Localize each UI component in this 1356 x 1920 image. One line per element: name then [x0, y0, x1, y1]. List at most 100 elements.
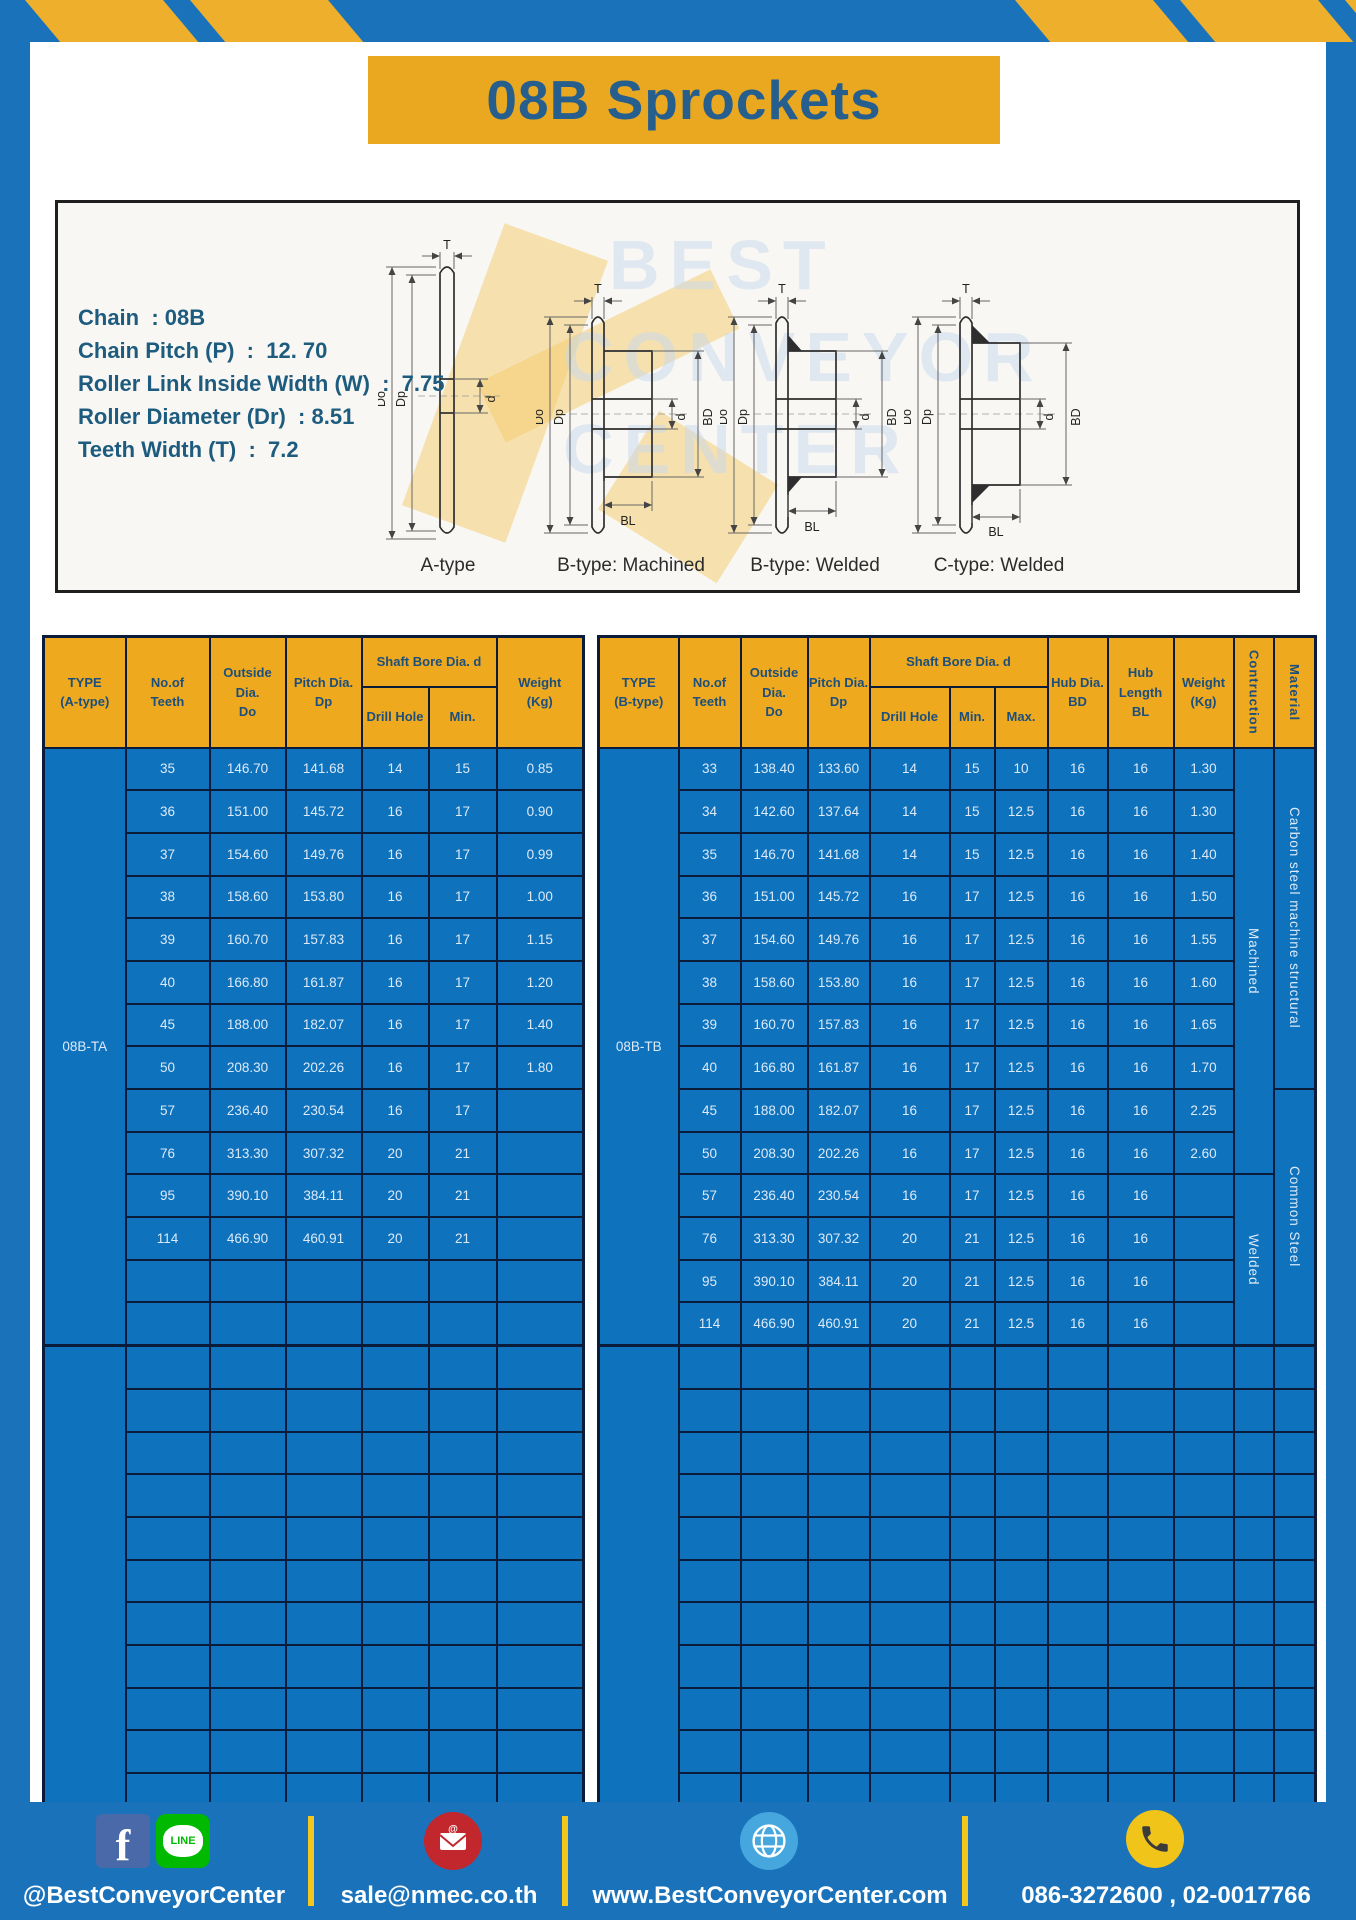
data-cell: 17 — [427, 789, 498, 834]
dim-label-d: d — [858, 413, 872, 420]
data-cell — [284, 1558, 363, 1604]
data-cell: 12.5 — [993, 831, 1049, 877]
data-cell: 114 — [124, 1216, 211, 1261]
data-cell: 16 — [1046, 917, 1109, 962]
data-cell: 236.40 — [739, 1173, 809, 1219]
data-cell — [495, 1643, 585, 1689]
data-cell — [495, 1173, 585, 1219]
data-cell: 158.60 — [739, 959, 809, 1005]
header-teeth: No.of Teeth — [124, 635, 211, 749]
data-cell — [1272, 1601, 1317, 1646]
data-cell: 16 — [360, 789, 430, 834]
data-cell — [360, 1686, 430, 1732]
data-cell: 95 — [677, 1258, 742, 1304]
data-cell: 160.70 — [739, 1002, 809, 1048]
table-row: 95 390.10 384.11 20 21 — [44, 1173, 585, 1219]
data-cell — [677, 1601, 742, 1646]
footer-phone-numbers[interactable]: 086-3272600 , 02-0017766 — [1021, 1882, 1311, 1909]
header-max: Max. — [993, 685, 1049, 749]
data-cell — [739, 1515, 809, 1561]
data-cell: 1.50 — [1172, 874, 1235, 920]
caption-b-type-welded: B-type: Welded — [750, 555, 880, 576]
data-cell — [739, 1729, 809, 1774]
data-cell: 12.5 — [993, 1258, 1049, 1304]
data-cell — [124, 1473, 211, 1518]
data-cell — [1232, 1473, 1275, 1518]
footer-website[interactable]: www.BestConveyorCenter.com — [592, 1882, 948, 1909]
data-cell — [284, 1258, 363, 1304]
data-cell — [868, 1430, 951, 1476]
data-cell: 133.60 — [806, 746, 871, 792]
data-cell — [948, 1344, 996, 1390]
mail-icon[interactable]: @ — [424, 1812, 482, 1870]
data-cell: 182.07 — [806, 1088, 871, 1133]
data-cell — [806, 1686, 871, 1732]
data-cell: 16 — [360, 874, 430, 920]
footer-divider — [308, 1816, 314, 1906]
table-b-body: 08B-TB 33 138.40 133.60 14 15 10 16 16 1.30 Machin… — [597, 746, 1317, 1818]
dim-label-dp: Dp — [920, 409, 934, 425]
data-cell — [993, 1729, 1049, 1774]
header-weight: Weight (Kg) — [1172, 635, 1235, 749]
data-cell: 14 — [868, 831, 951, 877]
data-cell — [427, 1258, 498, 1304]
data-cell: 17 — [427, 1045, 498, 1090]
data-cell — [124, 1729, 211, 1774]
footer-social-handle[interactable]: @BestConveyorCenter — [22, 1882, 286, 1909]
data-cell — [124, 1686, 211, 1732]
data-cell — [1172, 1686, 1235, 1732]
data-cell: 15 — [948, 831, 996, 877]
data-cell: 17 — [427, 959, 498, 1005]
data-cell — [1172, 1601, 1235, 1646]
data-cell: 16 — [1046, 1216, 1109, 1261]
header-shaft-bore: Shaft Bore Dia. d — [360, 635, 498, 688]
data-cell: 12.5 — [993, 959, 1049, 1005]
data-cell: 16 — [1046, 1088, 1109, 1133]
data-cell: 35 — [677, 831, 742, 877]
table-row — [599, 1729, 1317, 1774]
table-row: 08B-TB 33 138.40 133.60 14 15 10 16 16 1.30 Machin… — [597, 746, 1317, 1347]
data-cell: 313.30 — [208, 1130, 287, 1176]
diagram-b-type-machined: Do Dp T — [536, 239, 726, 549]
data-cell — [360, 1301, 430, 1347]
data-cell — [495, 1387, 585, 1433]
data-cell — [360, 1515, 430, 1561]
data-cell — [948, 1515, 996, 1561]
footer-email[interactable]: sale@nmec.co.th — [340, 1882, 538, 1909]
data-cell — [124, 1558, 211, 1604]
data-cell: 15 — [948, 789, 996, 834]
data-cell — [124, 1601, 211, 1646]
data-cell — [360, 1558, 430, 1604]
data-cell: 16 — [868, 917, 951, 962]
data-cell — [1046, 1686, 1109, 1732]
data-cell — [284, 1301, 363, 1347]
data-cell — [677, 1729, 742, 1774]
table-row — [44, 1430, 585, 1476]
dim-label-d: d — [1042, 413, 1056, 420]
table-row: 37 154.60 149.76 16 17 0.99 — [44, 831, 585, 877]
phone-icon[interactable] — [1126, 1810, 1184, 1868]
data-cell: 14 — [360, 746, 430, 792]
line-icon[interactable]: LINE — [156, 1814, 210, 1868]
data-cell: 2.25 — [1172, 1088, 1235, 1133]
data-cell — [1232, 1643, 1275, 1689]
data-cell — [1046, 1344, 1109, 1390]
data-cell: 21 — [427, 1130, 498, 1176]
facebook-icon[interactable]: f — [96, 1814, 150, 1870]
header-pitch: Pitch Dia. Dp — [806, 635, 871, 749]
table-b-type: TYPE (B-type) No.of Teeth Outside Dia. D… — [597, 635, 1318, 1818]
table-row — [44, 1558, 585, 1604]
data-cell: 151.00 — [739, 874, 809, 920]
data-cell: 146.70 — [208, 746, 287, 792]
chain-specs: Chain : 08B Chain Pitch (P) : 12. 70 Rol… — [78, 301, 445, 466]
dim-label-t: T — [594, 282, 602, 296]
data-cell — [868, 1729, 951, 1774]
data-cell — [993, 1515, 1049, 1561]
globe-icon[interactable] — [740, 1812, 798, 1870]
data-cell — [495, 1686, 585, 1732]
data-cell: 17 — [427, 1002, 498, 1048]
span-cell: Welded — [1232, 1173, 1275, 1347]
header-weight: Weight (Kg) — [495, 635, 585, 749]
table-row: 40 166.80 161.87 16 17 12.5 16 16 1.70 — [599, 1045, 1316, 1090]
data-cell: 0.99 — [495, 831, 585, 877]
